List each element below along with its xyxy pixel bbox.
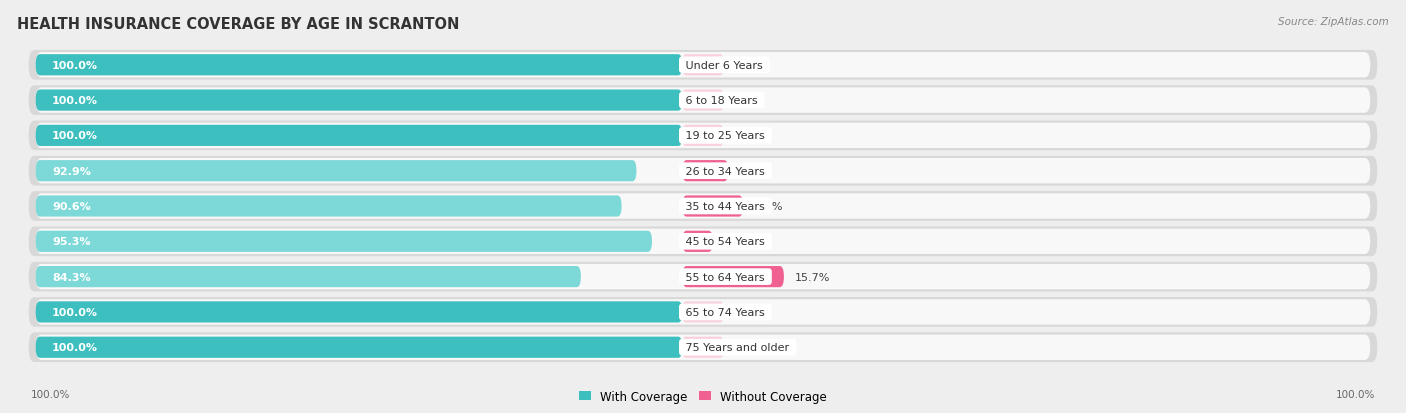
FancyBboxPatch shape xyxy=(35,161,637,182)
FancyBboxPatch shape xyxy=(682,90,724,112)
FancyBboxPatch shape xyxy=(35,264,1371,290)
FancyBboxPatch shape xyxy=(682,161,728,182)
Text: 100.0%: 100.0% xyxy=(52,307,98,317)
FancyBboxPatch shape xyxy=(682,55,724,76)
FancyBboxPatch shape xyxy=(35,231,652,252)
FancyBboxPatch shape xyxy=(28,192,1378,221)
FancyBboxPatch shape xyxy=(35,90,682,112)
FancyBboxPatch shape xyxy=(28,332,1378,362)
FancyBboxPatch shape xyxy=(35,53,1371,78)
FancyBboxPatch shape xyxy=(682,231,713,252)
Text: 100.0%: 100.0% xyxy=(52,342,98,352)
FancyBboxPatch shape xyxy=(35,196,621,217)
FancyBboxPatch shape xyxy=(28,51,1378,81)
FancyBboxPatch shape xyxy=(35,299,1371,325)
Text: 75 Years and older: 75 Years and older xyxy=(682,342,793,352)
FancyBboxPatch shape xyxy=(35,266,581,287)
Text: 55 to 64 Years: 55 to 64 Years xyxy=(682,272,769,282)
FancyBboxPatch shape xyxy=(28,86,1378,116)
Legend: With Coverage, Without Coverage: With Coverage, Without Coverage xyxy=(579,390,827,403)
Text: 92.9%: 92.9% xyxy=(52,166,91,176)
Text: 100.0%: 100.0% xyxy=(52,96,98,106)
Text: 15.7%: 15.7% xyxy=(794,272,831,282)
Text: Source: ZipAtlas.com: Source: ZipAtlas.com xyxy=(1278,17,1389,26)
Text: 7.1%: 7.1% xyxy=(740,166,768,176)
Text: 65 to 74 Years: 65 to 74 Years xyxy=(682,307,769,317)
FancyBboxPatch shape xyxy=(35,88,1371,114)
Text: HEALTH INSURANCE COVERAGE BY AGE IN SCRANTON: HEALTH INSURANCE COVERAGE BY AGE IN SCRA… xyxy=(17,17,460,31)
FancyBboxPatch shape xyxy=(35,159,1371,184)
Text: 35 to 44 Years: 35 to 44 Years xyxy=(682,202,769,211)
FancyBboxPatch shape xyxy=(28,297,1378,327)
Text: 9.4%: 9.4% xyxy=(754,202,783,211)
FancyBboxPatch shape xyxy=(682,337,724,358)
Text: 19 to 25 Years: 19 to 25 Years xyxy=(682,131,769,141)
Text: 6 to 18 Years: 6 to 18 Years xyxy=(682,96,762,106)
FancyBboxPatch shape xyxy=(682,301,724,323)
Text: 100.0%: 100.0% xyxy=(52,61,98,71)
Text: 100.0%: 100.0% xyxy=(52,131,98,141)
FancyBboxPatch shape xyxy=(682,266,785,287)
FancyBboxPatch shape xyxy=(35,126,682,147)
Text: 95.3%: 95.3% xyxy=(52,237,90,247)
Text: 0.0%: 0.0% xyxy=(735,131,763,141)
Text: 84.3%: 84.3% xyxy=(52,272,91,282)
Text: 26 to 34 Years: 26 to 34 Years xyxy=(682,166,769,176)
FancyBboxPatch shape xyxy=(28,157,1378,186)
Text: 100.0%: 100.0% xyxy=(31,389,70,399)
Text: 0.0%: 0.0% xyxy=(735,342,763,352)
FancyBboxPatch shape xyxy=(28,227,1378,256)
FancyBboxPatch shape xyxy=(35,123,1371,149)
FancyBboxPatch shape xyxy=(682,196,744,217)
Text: 0.0%: 0.0% xyxy=(735,61,763,71)
Text: 0.0%: 0.0% xyxy=(735,96,763,106)
Text: 45 to 54 Years: 45 to 54 Years xyxy=(682,237,769,247)
Text: Under 6 Years: Under 6 Years xyxy=(682,61,766,71)
FancyBboxPatch shape xyxy=(35,301,682,323)
FancyBboxPatch shape xyxy=(35,337,682,358)
Text: 4.7%: 4.7% xyxy=(724,237,752,247)
Text: 90.6%: 90.6% xyxy=(52,202,91,211)
Text: 0.0%: 0.0% xyxy=(735,307,763,317)
FancyBboxPatch shape xyxy=(28,262,1378,292)
FancyBboxPatch shape xyxy=(35,194,1371,219)
FancyBboxPatch shape xyxy=(35,335,1371,360)
FancyBboxPatch shape xyxy=(35,55,682,76)
Text: 100.0%: 100.0% xyxy=(1336,389,1375,399)
FancyBboxPatch shape xyxy=(28,121,1378,151)
FancyBboxPatch shape xyxy=(682,126,724,147)
FancyBboxPatch shape xyxy=(35,229,1371,254)
